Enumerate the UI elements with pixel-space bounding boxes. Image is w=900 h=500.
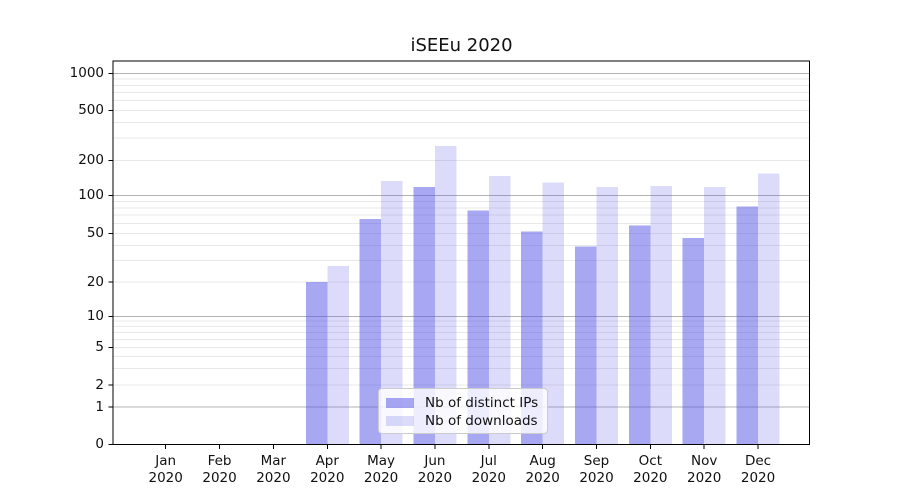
x-tick-label-dec: Dec 2020 [726,453,790,487]
x-tick-label-line: Aug [529,452,556,469]
y-tick-label-10: 10 [86,308,104,324]
chart-title: iSEEu 2020 [410,35,513,56]
legend-item-distinct-ips: Nb of distinct IPs [386,395,538,411]
x-tick-label-line: Dec [744,452,772,469]
x-tick-label-line: 2020 [256,469,291,486]
y-tick-label-5: 5 [95,339,104,355]
y-tick-label-500: 500 [78,101,104,118]
legend-label-downloads: Nb of downloads [425,413,538,429]
legend-label-distinct-ips: Nb of distinct IPs [425,395,539,411]
x-tick-label-line: Sep [583,452,610,469]
bar-downloads-jun [434,145,457,445]
bar-distinct-ips-sep [575,246,597,445]
bar-distinct-ips-dec [736,206,759,445]
legend-swatch-downloads-icon [386,416,414,426]
x-tick-label-line: 2020 [633,469,668,486]
y-tick-label-1: 1 [95,398,104,415]
x-tick-label-line: 2020 [148,469,183,486]
x-tick-label-aug: Aug 2020 [511,453,575,487]
bar-distinct-ips-apr [305,282,328,445]
bar-downloads-aug [542,182,565,445]
bar-downloads-dec [758,173,780,445]
x-tick-label-jan: Jan 2020 [134,453,198,487]
y-tick-label-1000: 1000 [69,65,104,81]
y-tick-label-50: 50 [86,225,104,241]
y-tick-label-2: 2 [95,376,104,393]
legend: Nb of distinct IPs Nb of downloads [378,388,548,434]
bar-distinct-ips-jul [467,210,489,445]
x-tick-label-line: 2020 [471,469,506,486]
bar-downloads-oct [650,185,672,445]
x-tick-label-line: May [367,452,396,469]
x-tick-label-line: Jul [480,452,497,469]
x-tick-label-apr: Apr 2020 [295,453,359,487]
x-tick-label-line: 2020 [687,469,722,486]
x-tick-label-may: May 2020 [349,453,413,487]
bar-downloads-jul [488,176,511,445]
bar-downloads-apr [327,266,349,445]
x-tick-label-line: Oct [638,452,663,469]
x-tick-label-line: Jan [155,452,177,469]
x-tick-label-line: Mar [260,452,287,469]
x-tick-label-nov: Nov 2020 [672,453,736,487]
x-tick-label-oct: Oct 2020 [618,453,682,487]
x-tick-label-line: Apr [315,452,339,469]
legend-swatch-distinct-ips-icon [386,398,414,408]
x-tick-label-line: Nov [691,452,718,469]
x-tick-label-sep: Sep 2020 [565,453,629,487]
x-tick-label-line: 2020 [740,469,776,486]
x-tick-label-line: 2020 [579,469,614,486]
x-tick-label-line: 2020 [310,469,345,486]
y-tick-label-200: 200 [78,151,104,168]
x-tick-label-line: 2020 [202,469,237,486]
bar-distinct-ips-may [359,219,382,445]
x-tick-label-jul: Jul 2020 [457,453,521,487]
x-tick-label-line: Jun [424,452,446,469]
bar-distinct-ips-nov [682,237,705,445]
x-tick-label-line: 2020 [417,469,453,486]
x-tick-label-mar: Mar 2020 [241,453,305,487]
x-tick-label-line: 2020 [363,469,399,486]
y-tick-label-20: 20 [86,273,104,290]
bar-downloads-nov [704,186,726,445]
plot-border [112,60,810,446]
y-tick-label-100: 100 [78,187,104,204]
x-tick-label-jun: Jun 2020 [403,453,467,487]
legend-item-downloads: Nb of downloads [386,413,538,429]
bar-downloads-may [381,181,403,445]
x-tick-label-line: 2020 [525,469,560,486]
x-tick-label-line: Feb [207,452,232,469]
bar-distinct-ips-oct [628,225,651,445]
y-tick-label-0: 0 [95,436,104,452]
bar-downloads-sep [596,187,618,445]
x-tick-label-feb: Feb 2020 [188,453,252,487]
bar-distinct-ips-jun [413,187,435,445]
